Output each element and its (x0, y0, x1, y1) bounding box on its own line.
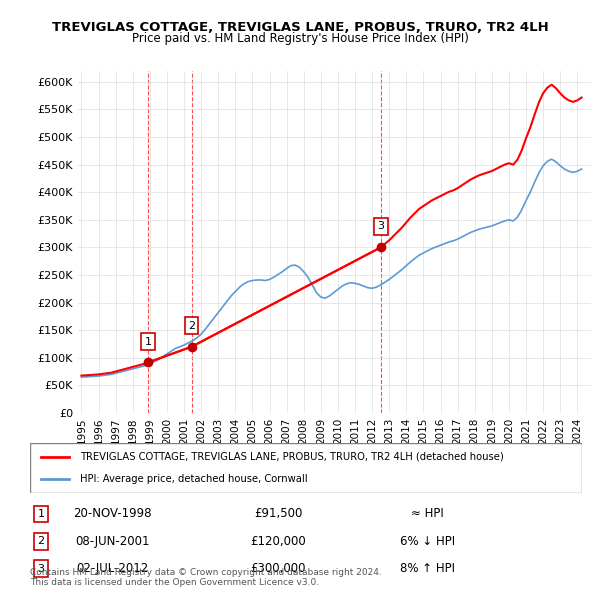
Text: 2: 2 (37, 536, 44, 546)
Text: 20-NOV-1998: 20-NOV-1998 (74, 507, 152, 520)
Text: 3: 3 (38, 564, 44, 573)
Text: 1: 1 (145, 336, 151, 346)
FancyBboxPatch shape (30, 442, 582, 493)
Text: 2: 2 (188, 321, 195, 331)
Text: Contains HM Land Registry data © Crown copyright and database right 2024.
This d: Contains HM Land Registry data © Crown c… (30, 568, 382, 587)
Text: £300,000: £300,000 (251, 562, 306, 575)
Text: 02-JUL-2012: 02-JUL-2012 (77, 562, 149, 575)
Text: 8% ↑ HPI: 8% ↑ HPI (400, 562, 455, 575)
Text: TREVIGLAS COTTAGE, TREVIGLAS LANE, PROBUS, TRURO, TR2 4LH (detached house): TREVIGLAS COTTAGE, TREVIGLAS LANE, PROBU… (80, 451, 503, 461)
Text: 08-JUN-2001: 08-JUN-2001 (76, 535, 150, 548)
Text: £120,000: £120,000 (251, 535, 306, 548)
Text: 3: 3 (377, 221, 384, 231)
Text: £91,500: £91,500 (254, 507, 302, 520)
Text: 6% ↓ HPI: 6% ↓ HPI (400, 535, 455, 548)
Text: 1: 1 (38, 509, 44, 519)
Text: HPI: Average price, detached house, Cornwall: HPI: Average price, detached house, Corn… (80, 474, 307, 484)
Text: ≈ HPI: ≈ HPI (411, 507, 444, 520)
Text: Price paid vs. HM Land Registry's House Price Index (HPI): Price paid vs. HM Land Registry's House … (131, 32, 469, 45)
Text: TREVIGLAS COTTAGE, TREVIGLAS LANE, PROBUS, TRURO, TR2 4LH: TREVIGLAS COTTAGE, TREVIGLAS LANE, PROBU… (52, 21, 548, 34)
